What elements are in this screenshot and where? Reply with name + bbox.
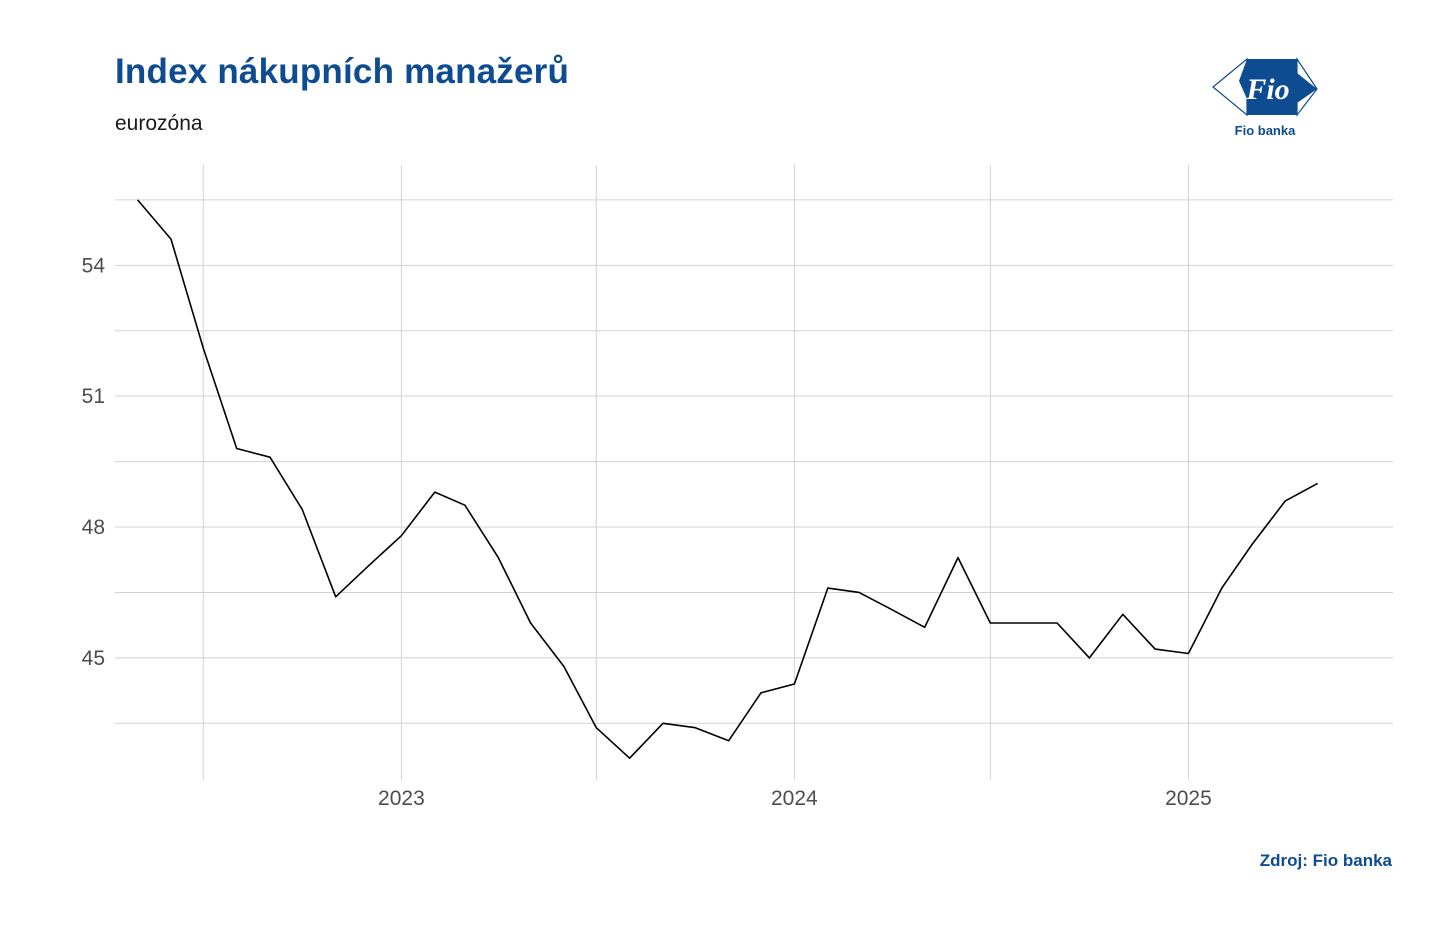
chart-title: Index nákupních manažerů [115, 52, 570, 91]
y-tick-label: 54 [82, 254, 106, 277]
x-tick-label: 2023 [378, 787, 425, 810]
logo-mark-text: Fio [1245, 73, 1289, 106]
logo-label: Fio banka [1235, 123, 1296, 138]
y-tick-label: 48 [82, 516, 105, 539]
series-line [136, 199, 1318, 760]
y-axis: 45 48 51 54 [82, 254, 106, 670]
x-axis: 2023 2024 2025 [378, 787, 1212, 810]
x-tick-label: 2025 [1165, 787, 1212, 810]
grid-minor [115, 165, 1393, 780]
x-tick-label: 2024 [771, 787, 818, 810]
fio-banka-logo: Fio Fio banka [1205, 55, 1325, 140]
grid-major [115, 165, 1393, 780]
series-layer [136, 199, 1318, 760]
chart-subtitle: eurozóna [115, 112, 203, 135]
y-tick-label: 51 [82, 385, 105, 408]
source-caption: Zdroj: Fio banka [1259, 851, 1392, 870]
y-tick-label: 45 [82, 647, 105, 670]
